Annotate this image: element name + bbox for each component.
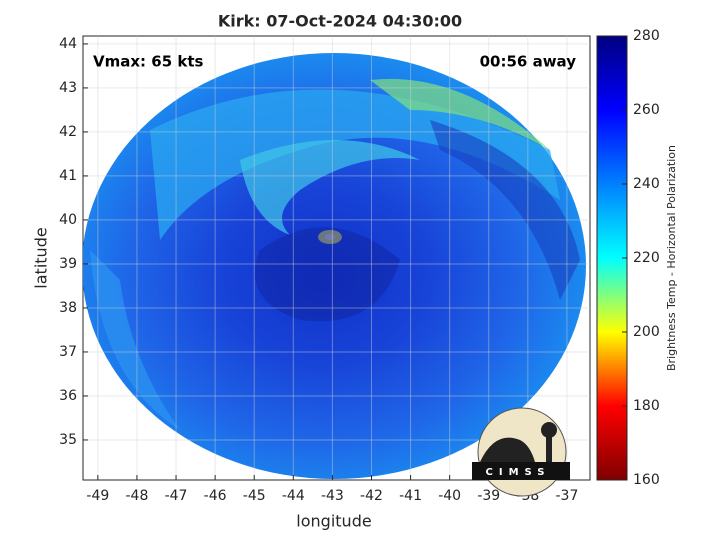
x-tick-label: -44: [282, 488, 305, 504]
colorbar-tick-label: 280: [633, 28, 660, 44]
colorbar-tick-label: 260: [633, 102, 660, 118]
y-tick-label: 41: [59, 168, 77, 184]
annotation: Vmax: 65 kts: [93, 53, 203, 71]
x-tick-label: -45: [243, 488, 266, 504]
y-tick-label: 37: [59, 344, 77, 360]
colorbar-tick-label: 160: [633, 472, 660, 488]
x-tick-label: -40: [438, 488, 461, 504]
x-tick-label: -48: [126, 488, 149, 504]
title: Kirk: 07-Oct-2024 04:30:00: [218, 12, 462, 31]
y-tick-label: 44: [59, 36, 77, 52]
colorbar-tick-label: 220: [633, 250, 660, 266]
y-tick-label: 43: [59, 80, 77, 96]
axes: -49-48-47-46-45-44-43-42-41-40-39-38-373…: [59, 36, 578, 504]
colorbar-tick-label: 240: [633, 176, 660, 192]
x-tick-label: -42: [360, 488, 383, 504]
y-axis-label: latitude: [32, 227, 51, 288]
logo: CIMSS: [472, 407, 570, 497]
y-tick-label: 38: [59, 300, 77, 316]
annotation: 00:56 away: [480, 53, 577, 71]
colorbar-label: Brightness Temp - Horizontal Polarizatio…: [665, 145, 678, 371]
x-tick-label: -47: [165, 488, 188, 504]
x-tick-label: -37: [555, 488, 578, 504]
colorbar-tick-label: 200: [633, 324, 660, 340]
y-tick-label: 42: [59, 124, 77, 140]
satellite-field: [83, 53, 586, 479]
x-tick-label: -43: [321, 488, 344, 504]
x-tick-label: -46: [204, 488, 227, 504]
y-tick-label: 36: [59, 388, 77, 404]
colorbar-tick-label: 180: [633, 398, 660, 414]
grid: [83, 36, 590, 480]
y-tick-label: 40: [59, 212, 77, 228]
x-axis-label: longitude: [296, 512, 371, 531]
x-tick-label: -39: [477, 488, 500, 504]
y-tick-label: 39: [59, 256, 77, 272]
x-tick-label: -41: [399, 488, 422, 504]
y-tick-label: 35: [59, 432, 77, 448]
logo-text: CIMSS: [486, 467, 551, 478]
x-tick-label: -49: [86, 488, 109, 504]
